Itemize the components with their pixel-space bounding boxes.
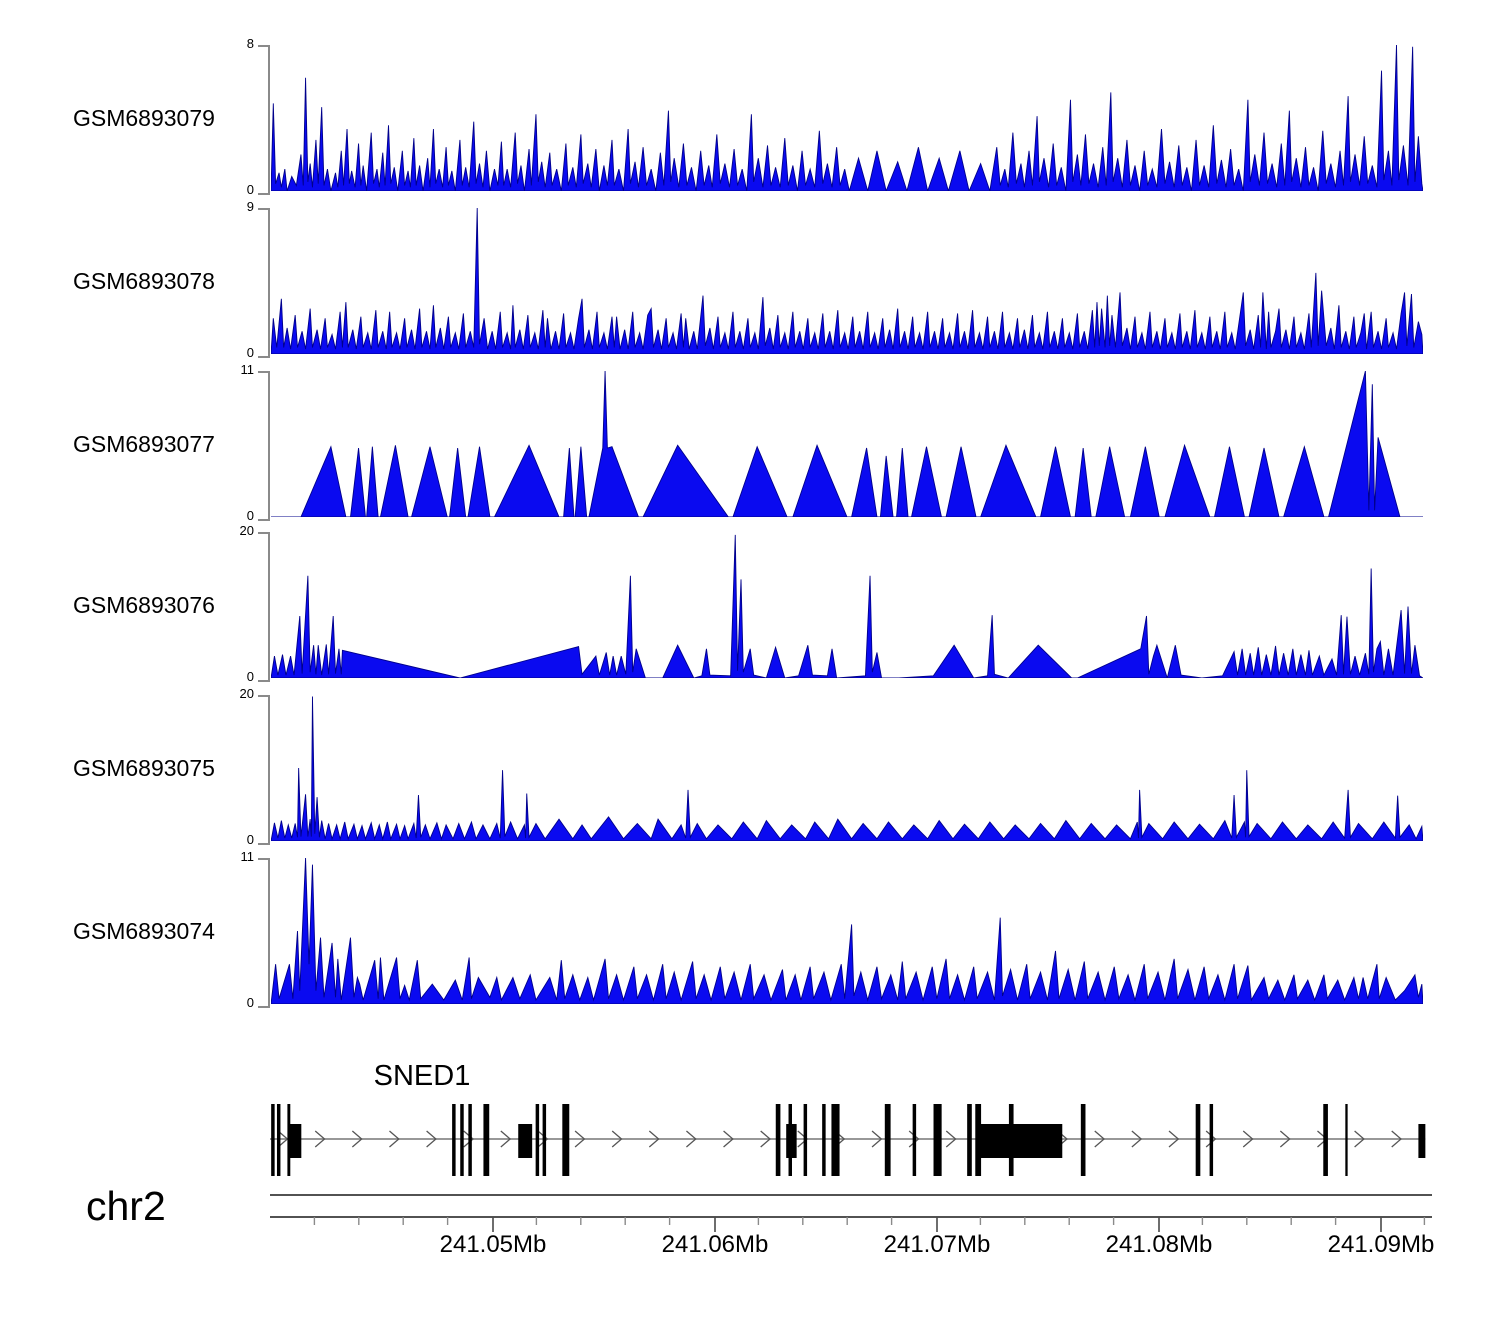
y-axis-bracket-3	[258, 371, 270, 521]
axis-tick-label-1: 241.05Mb	[439, 1231, 547, 1258]
track-label-2: GSM6893078	[73, 267, 215, 294]
y-min-label-4: 0	[246, 669, 254, 684]
track-label-6: GSM6893074	[73, 917, 215, 944]
y-min-label-1: 0	[246, 182, 254, 197]
y-axis-bracket-4	[258, 532, 270, 682]
y-max-label-6: 11	[240, 849, 255, 864]
chromosome-label: chr2	[86, 1183, 166, 1229]
coverage-signal-track-5	[271, 695, 1423, 841]
y-min-label-2: 0	[246, 345, 254, 360]
y-axis-bracket-6	[258, 858, 270, 1008]
y-max-label-1: 8	[246, 36, 254, 51]
y-min-label-5: 0	[246, 832, 254, 847]
coverage-signal-track-4	[271, 532, 1423, 678]
coverage-signal-track-1	[271, 45, 1423, 191]
axis-tick-label-3: 241.07Mb	[883, 1231, 991, 1258]
axis-tick-label-5: 241.09Mb	[1327, 1231, 1435, 1258]
y-max-label-3: 11	[240, 362, 255, 377]
track-label-1: GSM6893079	[73, 104, 215, 131]
y-min-label-6: 0	[246, 995, 254, 1010]
coverage-signal-track-3	[271, 371, 1423, 517]
track-label-4: GSM6893076	[73, 591, 215, 618]
y-axis-bracket-2	[258, 208, 270, 358]
track-label-5: GSM6893075	[73, 754, 215, 781]
y-axis-bracket-5	[258, 695, 270, 845]
coverage-signal-track-6	[271, 858, 1423, 1004]
y-max-label-2: 9	[246, 199, 254, 214]
genomic-axis	[270, 1194, 1432, 1232]
coverage-signal-track-2	[271, 208, 1423, 354]
y-min-label-3: 0	[246, 508, 254, 523]
gene-name-label: SNED1	[373, 1060, 471, 1092]
y-axis-bracket-1	[258, 45, 270, 195]
track-label-3: GSM6893077	[73, 430, 215, 457]
axis-tick-label-4: 241.08Mb	[1105, 1231, 1213, 1258]
gene-model-track	[270, 1104, 1430, 1176]
y-max-label-5: 20	[239, 686, 254, 701]
y-max-label-4: 20	[239, 523, 254, 538]
axis-tick-label-2: 241.06Mb	[661, 1231, 769, 1258]
